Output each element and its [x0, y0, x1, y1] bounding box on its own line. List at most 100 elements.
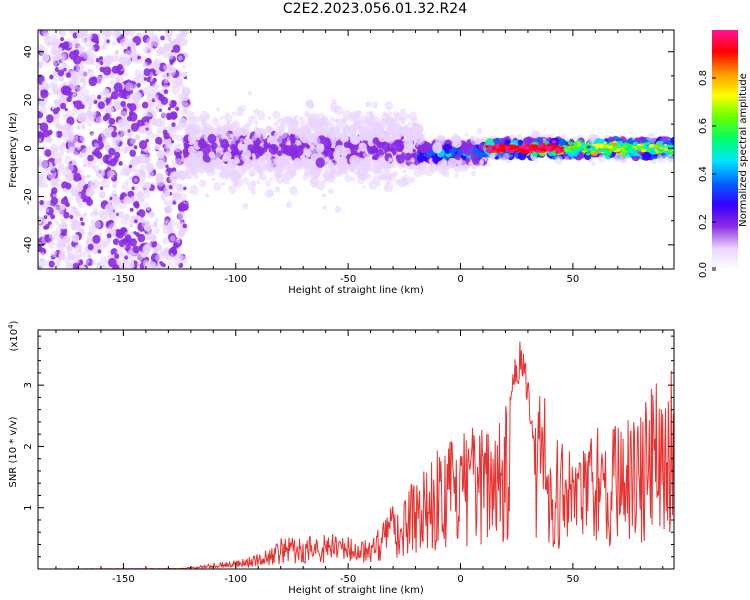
heatmap-cell: [59, 76, 64, 82]
heatmap-cell: [396, 154, 406, 164]
heatmap-cell: [55, 242, 62, 249]
heatmap-cell: [163, 126, 167, 131]
heatmap-cell: [365, 100, 372, 108]
heatmap-cell: [38, 174, 44, 182]
heatmap-cell: [84, 145, 91, 152]
heatmap-cell: [313, 136, 321, 145]
heatmap-cell: [324, 125, 329, 130]
heatmap-cell: [57, 69, 65, 77]
heatmap-cell: [102, 66, 112, 76]
heatmap-cell: [187, 133, 197, 144]
heatmap-cell: [250, 189, 257, 196]
heatmap-cell: [156, 159, 165, 170]
heatmap-cell: [167, 106, 172, 111]
heatmap-cell: [180, 38, 188, 47]
heatmap-cell: [95, 116, 104, 125]
heatmap-cell: [210, 170, 215, 175]
heatmap-cell: [304, 172, 309, 177]
heatmap-cell: [45, 136, 51, 142]
heatmap-cell: [121, 182, 130, 192]
heatmap-cell: [423, 161, 428, 167]
heatmap-cell: [273, 121, 279, 128]
heatmap-cell: [52, 193, 57, 198]
heatmap-cell: [198, 179, 207, 188]
heatmap-cell: [40, 159, 49, 169]
heatmap-cell: [491, 146, 497, 151]
heatmap-cell: [78, 265, 82, 269]
heatmap-cell: [154, 227, 160, 235]
heatmap-cell: [41, 258, 46, 263]
heatmap-cell: [160, 96, 169, 105]
heatmap-cell: [147, 228, 154, 235]
heatmap-cell: [134, 219, 138, 224]
heatmap-cell: [219, 116, 224, 121]
heatmap-cell: [116, 230, 125, 239]
heatmap-cell: [428, 162, 434, 168]
heatmap-cell: [81, 265, 87, 269]
heatmap-cell: [117, 211, 126, 220]
heatmap-cell: [200, 118, 207, 125]
heatmap-cell: [155, 69, 161, 75]
heatmap-cell: [412, 148, 416, 153]
heatmap-cell: [365, 173, 372, 180]
heatmap-cell: [142, 61, 149, 69]
heatmap-cell: [658, 140, 664, 144]
heatmap-cell: [499, 143, 505, 147]
heatmap-cell: [97, 249, 102, 254]
heatmap-cell: [183, 141, 190, 149]
heatmap-cell: [369, 111, 375, 118]
colorbar-label: Normalized spectral amplitude: [738, 73, 749, 227]
heatmap-cell: [372, 175, 382, 186]
heatmap-cell: [452, 138, 462, 149]
heatmap-cell: [319, 143, 325, 150]
heatmap-cell: [540, 147, 545, 151]
heatmap-cell: [432, 142, 443, 154]
heatmap-cell: [65, 149, 70, 154]
heatmap-cell: [57, 65, 63, 71]
heatmap-cell: [132, 76, 137, 82]
heatmap-cell: [322, 205, 328, 211]
heatmap-cell: [176, 103, 180, 108]
heatmap-cell: [153, 118, 163, 128]
heatmap-cell: [62, 130, 68, 138]
heatmap-cell: [168, 219, 176, 228]
heatmap-cell: [138, 140, 148, 150]
heatmap-cell: [302, 161, 309, 168]
heatmap-cell: [392, 170, 398, 178]
heatmap-cell: [265, 125, 273, 134]
heatmap-cell: [148, 63, 154, 70]
colorbar-tick-label: 0.6: [698, 118, 709, 134]
heatmap-cell: [99, 181, 103, 186]
heatmap-cell: [38, 61, 43, 69]
heatmap-cell: [104, 140, 110, 147]
heatmap-cell: [100, 256, 108, 265]
heatmap-cell: [285, 201, 292, 209]
heatmap-cell: [289, 170, 297, 178]
heatmap-cell: [132, 245, 140, 254]
heatmap-cell: [74, 244, 82, 252]
spectrogram-frame: [37, 29, 675, 270]
heatmap-cell: [383, 173, 389, 178]
heatmap-cell: [85, 258, 90, 264]
heatmap-cell: [248, 168, 256, 177]
heatmap-cell: [87, 181, 97, 191]
heatmap-cell: [114, 253, 120, 259]
heatmap-cell: [220, 138, 229, 149]
heatmap-cell: [410, 122, 418, 131]
heatmap-cell: [101, 178, 106, 183]
heatmap-cell: [156, 127, 163, 135]
heatmap-cell: [131, 186, 135, 191]
heatmap-cell: [111, 40, 117, 47]
heatmap-cell: [60, 95, 66, 101]
heatmap-cell: [55, 89, 62, 96]
heatmap-cell: [551, 145, 557, 149]
y-tick-label: -20: [23, 188, 34, 204]
heatmap-cell: [624, 147, 630, 151]
heatmap-cell: [152, 60, 160, 70]
heatmap-cell: [47, 240, 56, 250]
heatmap-cell: [289, 185, 299, 196]
heatmap-cell: [69, 214, 74, 220]
heatmap-cell: [224, 114, 233, 124]
heatmap-cell: [390, 119, 399, 128]
heatmap-cell: [499, 137, 505, 144]
